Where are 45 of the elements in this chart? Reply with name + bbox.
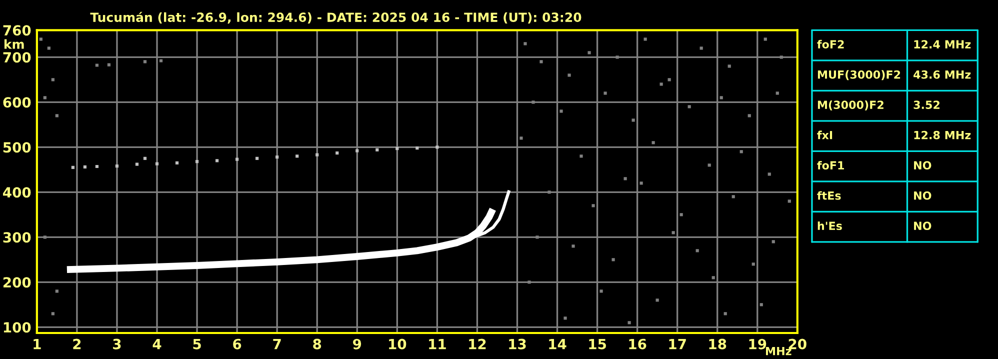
- x-tick-label: 19: [749, 338, 766, 350]
- y-tick-label: 200: [3, 277, 31, 288]
- text: fxI: [817, 130, 832, 140]
- text: MUF(3000)F2: [818, 70, 900, 80]
- text: NO: [914, 191, 932, 200]
- x-tick-label: 14: [549, 338, 566, 350]
- x-tick-label: 7: [273, 338, 281, 350]
- y-tick-label: 300: [3, 232, 31, 243]
- x-tick-label: 12: [469, 338, 486, 350]
- y-tick-label: 400: [3, 187, 31, 198]
- y-tick-label: 100: [4, 322, 31, 333]
- x-tick-label: 3: [113, 338, 121, 350]
- x-tick-label: 10: [389, 338, 406, 350]
- x-tick-label: 13: [509, 338, 526, 350]
- x-tick-label: 20: [788, 338, 806, 350]
- x-tick-label: 11: [429, 338, 446, 350]
- text: M(3000)F2: [818, 100, 884, 110]
- text: 12.4 MHz: [914, 40, 971, 48]
- text: foF2: [817, 40, 844, 49]
- x-tick-label: 16: [629, 338, 646, 350]
- y-tick-label: 760: [3, 25, 31, 36]
- x-axis-title: MHz: [766, 346, 792, 356]
- x-tick-label: 8: [313, 338, 322, 350]
- x-tick-label: 1: [34, 338, 41, 350]
- text: NO: [914, 222, 932, 230]
- x-tick-label: 9: [353, 338, 362, 350]
- x-tick-label: 4: [152, 338, 162, 350]
- x-tick-label: 17: [669, 338, 686, 350]
- x-tick-label: 2: [73, 338, 81, 350]
- y-axis-title: km: [4, 39, 24, 49]
- text: foF1: [817, 160, 844, 170]
- y-tick-label: 500: [3, 142, 31, 153]
- x-tick-label: 5: [193, 338, 201, 350]
- x-tick-label: 6: [233, 338, 242, 350]
- text: NO: [914, 161, 932, 170]
- y-tick-label: 700: [3, 52, 31, 63]
- text: ftEs: [817, 191, 841, 200]
- chart-title: Tucumán (lat: -26.9, lon: 294.6) - DATE: 2025 04 16 - TIME (UT): 03:20: [90, 12, 582, 24]
- text: 3.52: [914, 100, 940, 110]
- x-tick-label: 15: [589, 338, 606, 350]
- text: 12.8 MHz: [914, 130, 971, 140]
- text: h'Es: [818, 221, 842, 230]
- y-tick-label: 600: [3, 97, 31, 108]
- x-tick-label: 18: [709, 338, 726, 350]
- text: 43.6 MHz: [914, 70, 971, 79]
